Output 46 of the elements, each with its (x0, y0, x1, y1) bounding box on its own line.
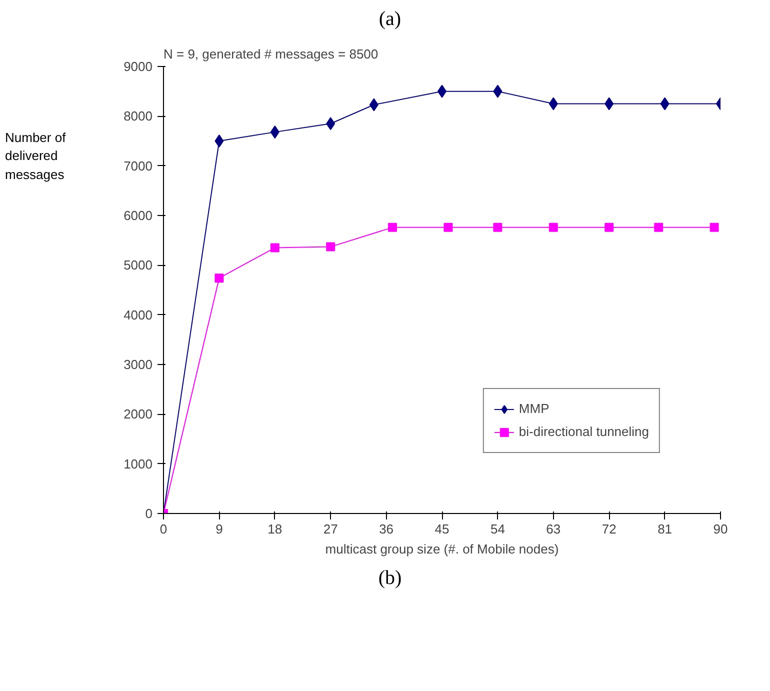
y-tick-label: 5000 (124, 257, 152, 272)
y-tick-label: 6000 (124, 208, 152, 223)
point (369, 98, 378, 111)
y-tick-label: 4000 (124, 306, 152, 322)
legend-label: bi-directional tunneling (518, 424, 649, 440)
y-tick-label: 1000 (124, 456, 152, 471)
x-tick-label: 27 (323, 521, 338, 536)
x-tick-label: 54 (490, 521, 505, 536)
point (493, 222, 502, 232)
point (654, 222, 664, 232)
point (270, 242, 280, 252)
point (548, 222, 558, 232)
point (548, 96, 558, 110)
x-tick-label: 9 (216, 521, 223, 536)
y-tick-label: 0 (145, 506, 153, 521)
x-tick-label: 45 (434, 521, 450, 536)
point (493, 84, 502, 98)
point (214, 134, 224, 148)
y-tick-label: 2000 (124, 406, 152, 422)
y-tick-label: 9000 (124, 58, 152, 74)
x-tick-label: 81 (658, 521, 672, 536)
x-tick-label: 63 (546, 521, 561, 536)
x-tick-label: 36 (379, 521, 394, 536)
y-axis-title: Number of delivered messages (5, 128, 66, 184)
point (660, 96, 670, 110)
chart-title: N = 9, generated # messages = 8500 (164, 46, 378, 62)
point (444, 222, 453, 232)
x-axis-title: multicast group size (#. of Mobile nodes) (325, 541, 559, 556)
y-tick-label: 7000 (124, 158, 152, 173)
point (388, 222, 397, 232)
point (214, 273, 224, 282)
point (604, 222, 614, 232)
text: (a) (378, 7, 402, 32)
point (604, 96, 614, 110)
x-tick-label: 0 (160, 521, 168, 536)
point (326, 242, 336, 251)
legend-label: MMP (518, 401, 550, 416)
text: (b) (378, 566, 402, 591)
point (710, 222, 719, 232)
x-tick-label: 90 (713, 521, 728, 536)
y-tick-label: 3000 (124, 356, 152, 372)
y-tick-label: 8000 (124, 108, 152, 124)
x-tick-label: 72 (602, 521, 616, 536)
x-tick-label: 18 (268, 521, 282, 536)
point (270, 125, 280, 138)
point (326, 116, 336, 130)
